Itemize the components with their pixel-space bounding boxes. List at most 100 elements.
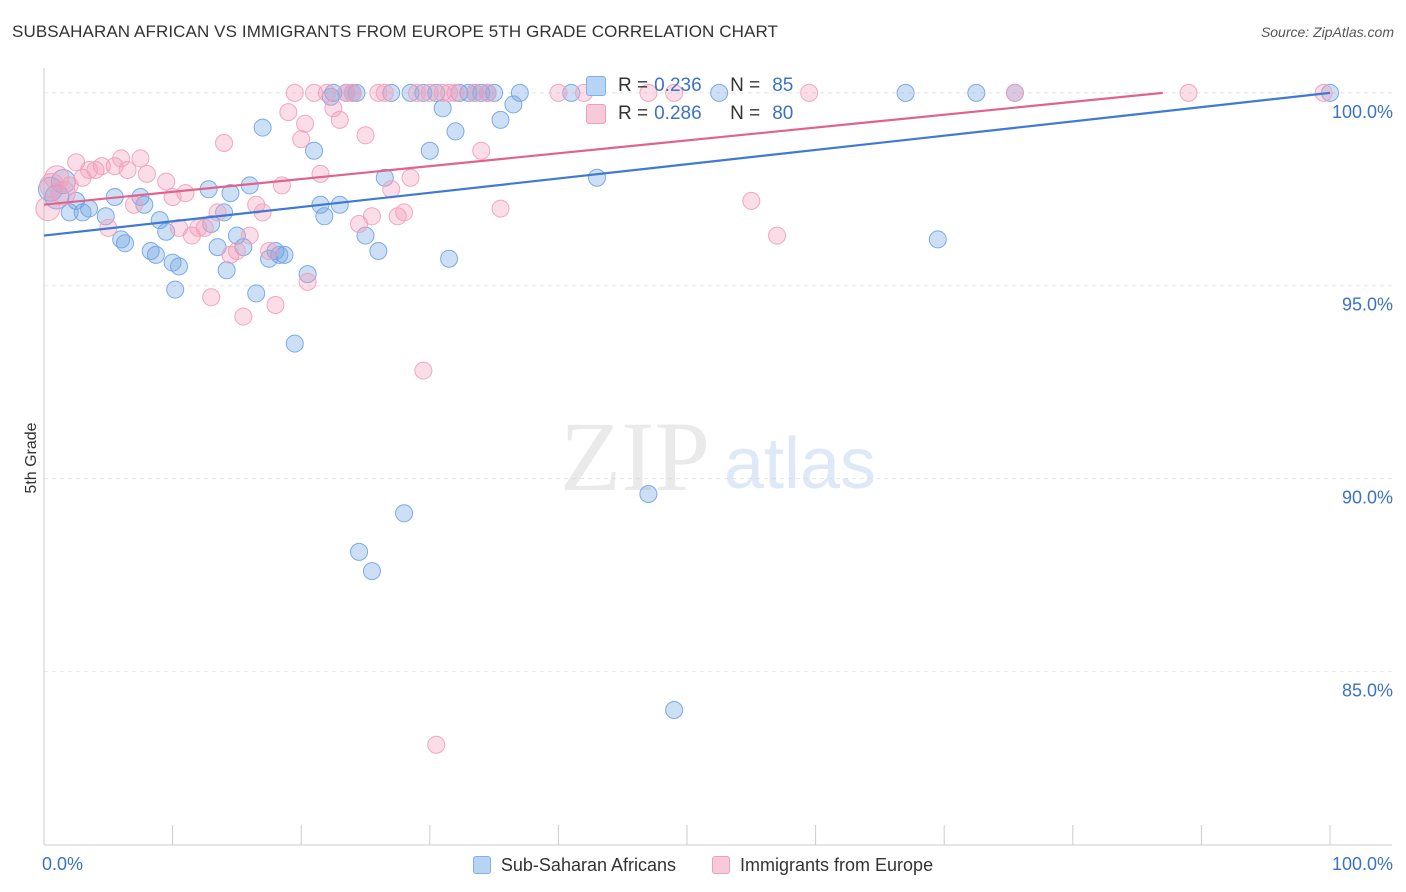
legend: Sub-Saharan Africans Immigrants from Eur… [0, 850, 1406, 880]
watermark: ZIP atlas [560, 401, 876, 512]
data-point [116, 234, 135, 253]
data-point [315, 207, 334, 226]
data-point [305, 83, 324, 102]
data-point [440, 83, 459, 102]
data-point [1005, 83, 1024, 102]
data-point [195, 218, 214, 237]
data-point [549, 83, 568, 102]
data-point [337, 83, 356, 102]
data-point [260, 242, 279, 260]
series-subsaharan [37, 83, 1339, 719]
data-point [221, 184, 240, 203]
data-point [324, 83, 343, 102]
data-point [292, 130, 311, 149]
data-point [311, 164, 330, 183]
stats-row-blue: R = 0.236 N = 85 [586, 72, 808, 100]
data-point [478, 83, 497, 102]
data-point [266, 296, 285, 314]
data-point [253, 118, 272, 137]
data-point [92, 157, 111, 176]
data-point [375, 83, 394, 102]
x-tick-label-end: 100.0% [1332, 854, 1393, 874]
chart-source: Source: ZipAtlas.com [1260, 24, 1394, 40]
data-point [382, 180, 401, 199]
data-point [427, 735, 446, 754]
r-value-pink: 0.286 [654, 103, 702, 124]
stats-box: R = 0.236 N = 85 R = 0.286 N = 80 [586, 72, 808, 128]
y-axis-label: 5th Grade [23, 422, 40, 493]
stats-swatch-pink [586, 104, 606, 124]
data-point [80, 199, 99, 218]
data-point [459, 83, 478, 102]
legend-label-subsaharan: Sub-Saharan Africans [500, 854, 677, 875]
data-point [742, 191, 761, 210]
trend-lines [43, 91, 1331, 237]
data-point [401, 83, 420, 102]
data-point [247, 195, 266, 214]
data-point [433, 99, 452, 118]
data-point [285, 83, 304, 102]
data-point [369, 83, 388, 102]
data-point [414, 83, 433, 102]
data-point [407, 83, 426, 102]
data-point [350, 542, 369, 561]
data-point [135, 195, 154, 214]
legend-item-europe[interactable]: Immigrants from Europe [712, 855, 933, 876]
data-point [275, 245, 294, 264]
legend-swatch-blue [472, 856, 491, 874]
trend-line-europe [43, 91, 1163, 206]
data-point [504, 95, 523, 114]
stats-swatch-blue [586, 76, 606, 96]
data-point [112, 149, 131, 168]
data-point [247, 284, 266, 303]
r-label: R = [618, 75, 649, 96]
data-point [118, 161, 137, 179]
data-point [420, 141, 439, 160]
data-point [96, 207, 115, 226]
data-point [401, 168, 420, 187]
data-point [472, 83, 491, 102]
data-point [446, 83, 465, 102]
legend-item-subsaharan[interactable]: Sub-Saharan Africans [472, 854, 677, 876]
data-point [1179, 83, 1198, 102]
data-point [491, 110, 510, 129]
data-point [427, 83, 446, 102]
data-point [317, 83, 336, 102]
data-point [296, 114, 315, 133]
data-point [50, 180, 76, 206]
data-point [202, 288, 221, 307]
r-label: R = [618, 103, 649, 124]
data-point [234, 307, 253, 326]
n-label: N = [730, 103, 761, 124]
data-point [298, 272, 317, 291]
data-point [510, 83, 529, 102]
data-point [768, 226, 787, 245]
data-point [362, 562, 381, 581]
data-point [285, 334, 304, 353]
data-point [395, 203, 414, 222]
data-point [217, 261, 236, 280]
data-point [485, 83, 504, 102]
x-tick-label-start: 0.0% [42, 854, 83, 874]
data-point [343, 83, 362, 102]
data-point [227, 226, 246, 245]
data-point [208, 203, 227, 222]
legend-label-europe: Immigrants from Europe [740, 854, 934, 875]
data-point [176, 184, 195, 203]
data-point [131, 149, 150, 168]
data-point [967, 83, 986, 102]
data-point [420, 83, 439, 102]
data-point [369, 242, 388, 260]
data-point [710, 83, 729, 102]
data-point [166, 280, 185, 299]
data-points [35, 83, 1339, 754]
data-point [414, 361, 433, 380]
data-point [446, 122, 465, 141]
n-label: N = [730, 75, 761, 96]
data-point [240, 226, 259, 245]
data-point [440, 249, 459, 268]
y-tick-label: 100.0% [1332, 102, 1393, 122]
data-point [298, 265, 317, 284]
